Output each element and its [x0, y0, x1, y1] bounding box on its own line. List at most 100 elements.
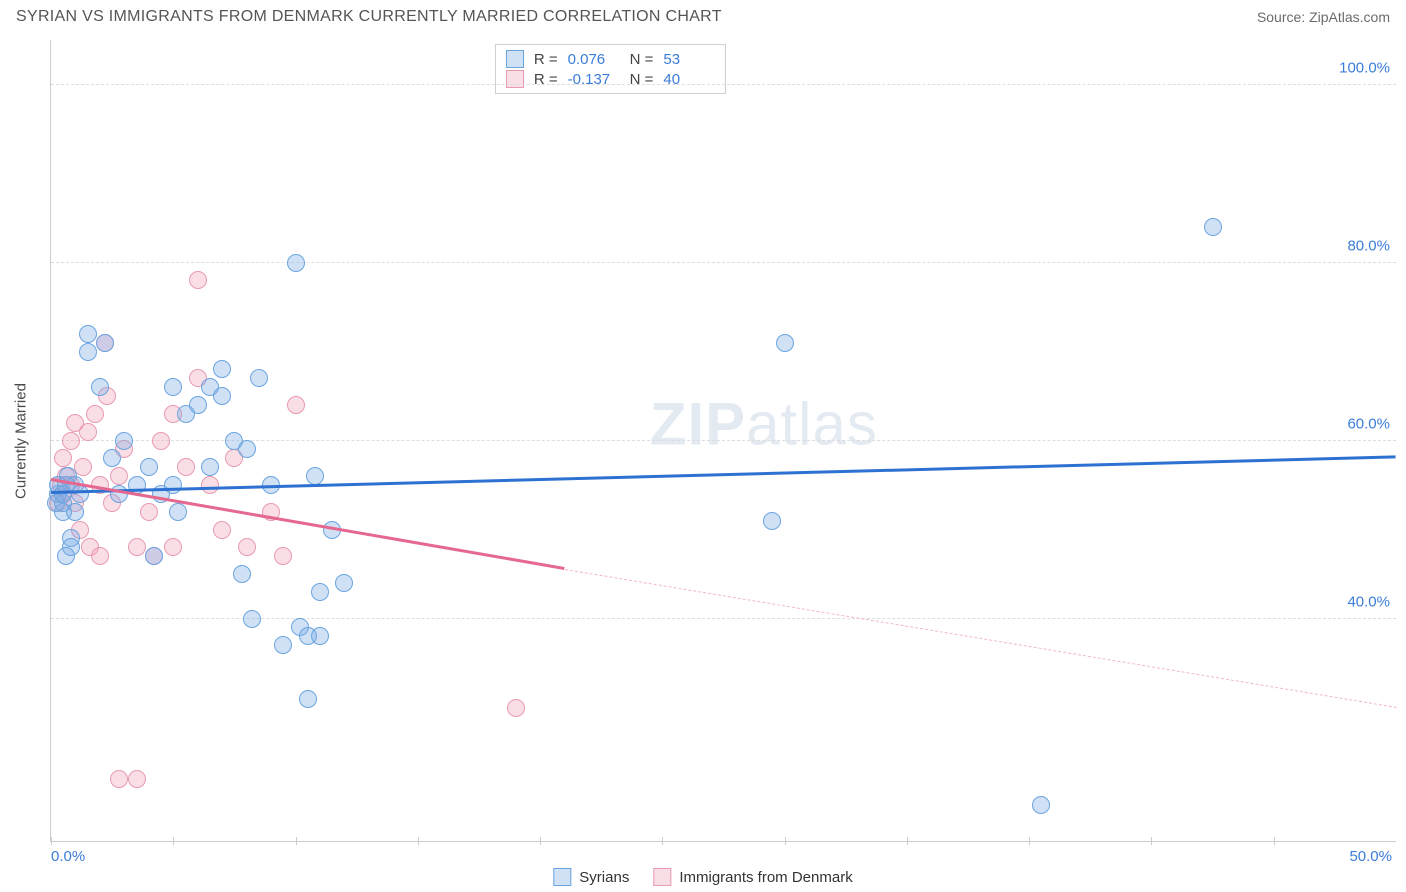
y-tick-label: 100.0% [1339, 59, 1390, 76]
data-point-blue [243, 610, 261, 628]
data-point-blue [238, 440, 256, 458]
swatch-pink-icon [653, 868, 671, 886]
n-value-pink: 40 [663, 71, 715, 88]
trend-line-pink-dashed [564, 569, 1396, 708]
gridline [51, 440, 1396, 441]
data-point-blue [79, 343, 97, 361]
data-point-blue [1204, 218, 1222, 236]
data-point-blue [311, 627, 329, 645]
data-point-blue [164, 476, 182, 494]
data-point-pink [140, 503, 158, 521]
trend-line-blue [51, 456, 1396, 494]
data-point-pink [152, 432, 170, 450]
data-point-pink [110, 770, 128, 788]
data-point-blue [776, 334, 794, 352]
x-tick [51, 837, 52, 845]
r-label: R = [534, 51, 558, 68]
legend-item-blue: Syrians [553, 868, 629, 886]
data-point-blue [274, 636, 292, 654]
data-point-blue [299, 690, 317, 708]
y-axis-title: Currently Married [13, 383, 30, 499]
data-point-blue [1032, 796, 1050, 814]
data-point-pink [62, 432, 80, 450]
correlation-row-pink: R = -0.137 N = 40 [506, 69, 716, 89]
x-tick-label: 0.0% [51, 848, 85, 865]
chart-plot-area: Currently Married ZIPatlas R = 0.076 N =… [50, 40, 1396, 842]
r-value-blue: 0.076 [568, 51, 620, 68]
data-point-blue [66, 503, 84, 521]
data-point-blue [91, 378, 109, 396]
x-tick [907, 837, 908, 845]
watermark-thin: atlas [746, 391, 878, 458]
gridline [51, 262, 1396, 263]
x-tick [1029, 837, 1030, 845]
data-point-blue [287, 254, 305, 272]
data-point-blue [79, 325, 97, 343]
r-value-pink: -0.137 [568, 71, 620, 88]
data-point-blue [233, 565, 251, 583]
x-tick [1274, 837, 1275, 845]
gridline [51, 84, 1396, 85]
n-label: N = [630, 71, 654, 88]
data-point-blue [306, 467, 324, 485]
data-point-pink [110, 467, 128, 485]
swatch-pink-icon [506, 70, 524, 88]
data-point-blue [763, 512, 781, 530]
source-label: Source: ZipAtlas.com [1257, 9, 1390, 25]
watermark: ZIPatlas [650, 390, 878, 459]
x-tick [785, 837, 786, 845]
data-point-blue [189, 396, 207, 414]
legend-label-pink: Immigrants from Denmark [679, 869, 852, 886]
data-point-pink [128, 538, 146, 556]
data-point-blue [140, 458, 158, 476]
data-point-blue [213, 387, 231, 405]
data-point-blue [201, 458, 219, 476]
x-tick-label: 50.0% [1349, 848, 1392, 865]
legend-item-pink: Immigrants from Denmark [653, 868, 852, 886]
data-point-blue [311, 583, 329, 601]
data-point-blue [57, 547, 75, 565]
data-point-blue [96, 334, 114, 352]
data-point-pink [274, 547, 292, 565]
swatch-blue-icon [553, 868, 571, 886]
data-point-pink [79, 423, 97, 441]
legend-label-blue: Syrians [579, 869, 629, 886]
data-point-pink [164, 538, 182, 556]
x-tick [540, 837, 541, 845]
data-point-pink [213, 521, 231, 539]
correlation-legend: R = 0.076 N = 53 R = -0.137 N = 40 [495, 44, 727, 94]
trend-line-pink [51, 478, 565, 569]
x-tick [296, 837, 297, 845]
y-tick-label: 60.0% [1347, 415, 1390, 432]
data-point-blue [164, 378, 182, 396]
y-tick-label: 40.0% [1347, 593, 1390, 610]
data-point-blue [250, 369, 268, 387]
data-point-pink [54, 449, 72, 467]
data-point-blue [213, 360, 231, 378]
chart-title: SYRIAN VS IMMIGRANTS FROM DENMARK CURREN… [16, 8, 722, 26]
data-point-blue [169, 503, 187, 521]
data-point-pink [128, 770, 146, 788]
data-point-pink [177, 458, 195, 476]
data-point-blue [335, 574, 353, 592]
x-tick [1151, 837, 1152, 845]
data-point-pink [189, 271, 207, 289]
data-point-pink [287, 396, 305, 414]
x-tick [418, 837, 419, 845]
correlation-row-blue: R = 0.076 N = 53 [506, 49, 716, 69]
x-tick [662, 837, 663, 845]
data-point-blue [71, 485, 89, 503]
data-point-blue [103, 449, 121, 467]
watermark-bold: ZIP [650, 391, 746, 458]
data-point-pink [91, 547, 109, 565]
x-tick [173, 837, 174, 845]
data-point-blue [115, 432, 133, 450]
data-point-pink [238, 538, 256, 556]
data-point-pink [201, 476, 219, 494]
data-point-pink [86, 405, 104, 423]
data-point-blue [110, 485, 128, 503]
r-label: R = [534, 71, 558, 88]
n-value-blue: 53 [663, 51, 715, 68]
swatch-blue-icon [506, 50, 524, 68]
n-label: N = [630, 51, 654, 68]
